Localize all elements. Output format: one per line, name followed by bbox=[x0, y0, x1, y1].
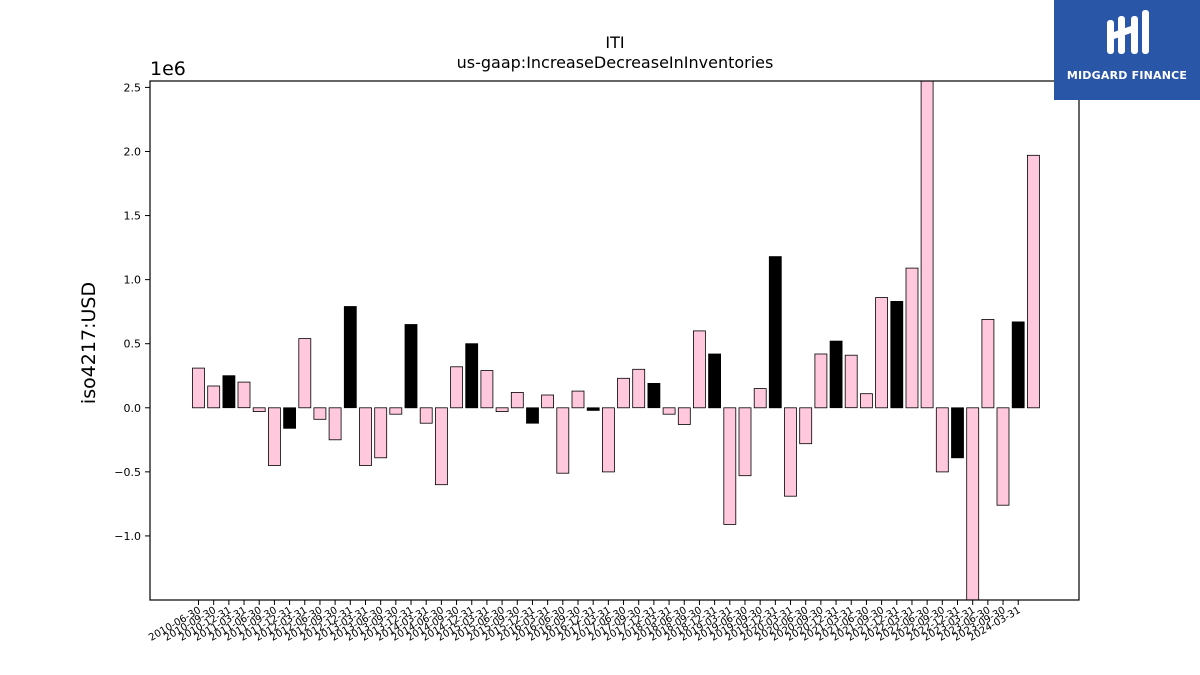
y-axis: 2.5 2.0 1.5 1.0 0.5 0.0 −0.5 −1.0 bbox=[114, 81, 150, 543]
bar bbox=[768, 256, 782, 409]
y-tick-label: 0.0 bbox=[124, 402, 142, 415]
brand-name: MIDGARD FINANCE bbox=[1066, 69, 1188, 82]
bar bbox=[996, 407, 1010, 506]
bars-group bbox=[192, 80, 1040, 601]
bar bbox=[617, 377, 630, 409]
bar bbox=[556, 407, 570, 474]
y-tick-label: 2.5 bbox=[124, 81, 142, 94]
bar bbox=[677, 407, 691, 425]
bar bbox=[298, 338, 312, 409]
y-scale-label: 1e6 bbox=[150, 58, 186, 80]
bar bbox=[1027, 154, 1040, 409]
bar bbox=[814, 353, 828, 409]
bar bbox=[935, 407, 949, 473]
bar bbox=[252, 407, 266, 412]
y-tick-label: −0.5 bbox=[114, 466, 141, 479]
bar bbox=[465, 343, 479, 409]
bar bbox=[738, 407, 752, 477]
bar bbox=[313, 407, 327, 420]
bar bbox=[343, 306, 357, 409]
midgard-finance-logo: MIDGARD FINANCE bbox=[1054, 0, 1200, 100]
y-tick-label: 2.0 bbox=[124, 145, 142, 158]
bar bbox=[495, 407, 509, 412]
y-tick-label: −1.0 bbox=[114, 530, 141, 543]
bar bbox=[723, 407, 737, 525]
y-tick-label: 1.5 bbox=[124, 210, 142, 223]
bar bbox=[875, 297, 888, 409]
bar bbox=[966, 407, 980, 601]
chart-title: ITI bbox=[605, 33, 624, 52]
plot-frame bbox=[149, 80, 1080, 601]
y-tick-label: 0.5 bbox=[124, 338, 142, 351]
bar bbox=[419, 407, 433, 424]
bar bbox=[510, 391, 524, 409]
bar bbox=[526, 407, 539, 424]
bar bbox=[647, 382, 661, 409]
bar bbox=[753, 388, 767, 409]
bar bbox=[207, 385, 221, 409]
x-axis: 2010-06-302010-09-302010-12-312011-03-31… bbox=[147, 600, 1023, 644]
bar bbox=[860, 393, 873, 409]
bar bbox=[602, 407, 615, 473]
bar bbox=[799, 407, 813, 445]
bar bbox=[389, 407, 403, 415]
bar bbox=[905, 267, 919, 409]
bar bbox=[632, 368, 646, 409]
bar bbox=[434, 407, 448, 486]
y-axis-label: iso4217:USD bbox=[78, 282, 100, 404]
bar bbox=[192, 367, 205, 409]
bar bbox=[222, 375, 236, 409]
bar bbox=[328, 407, 342, 441]
y-tick-label: 1.0 bbox=[124, 274, 142, 287]
brand-mark-icon bbox=[1107, 10, 1149, 54]
bar bbox=[237, 381, 251, 409]
bar bbox=[586, 407, 600, 411]
bar bbox=[890, 300, 904, 409]
bar bbox=[1011, 321, 1025, 409]
bar bbox=[571, 390, 585, 409]
bar bbox=[708, 353, 721, 409]
bar bbox=[541, 394, 554, 409]
bar bbox=[267, 407, 281, 466]
bar bbox=[981, 318, 995, 409]
bar bbox=[374, 407, 388, 459]
bar bbox=[480, 370, 494, 409]
bar bbox=[693, 330, 706, 409]
bar bbox=[920, 80, 934, 409]
chart-subtitle: us-gaap:IncreaseDecreaseInInventories bbox=[457, 53, 774, 72]
bar bbox=[662, 407, 676, 415]
bar bbox=[844, 354, 858, 409]
bar bbox=[829, 340, 843, 409]
bar bbox=[359, 407, 372, 466]
bar bbox=[404, 324, 418, 409]
bar bbox=[951, 407, 964, 459]
bar bbox=[283, 407, 297, 429]
bar bbox=[784, 407, 797, 497]
bar bbox=[450, 366, 464, 409]
